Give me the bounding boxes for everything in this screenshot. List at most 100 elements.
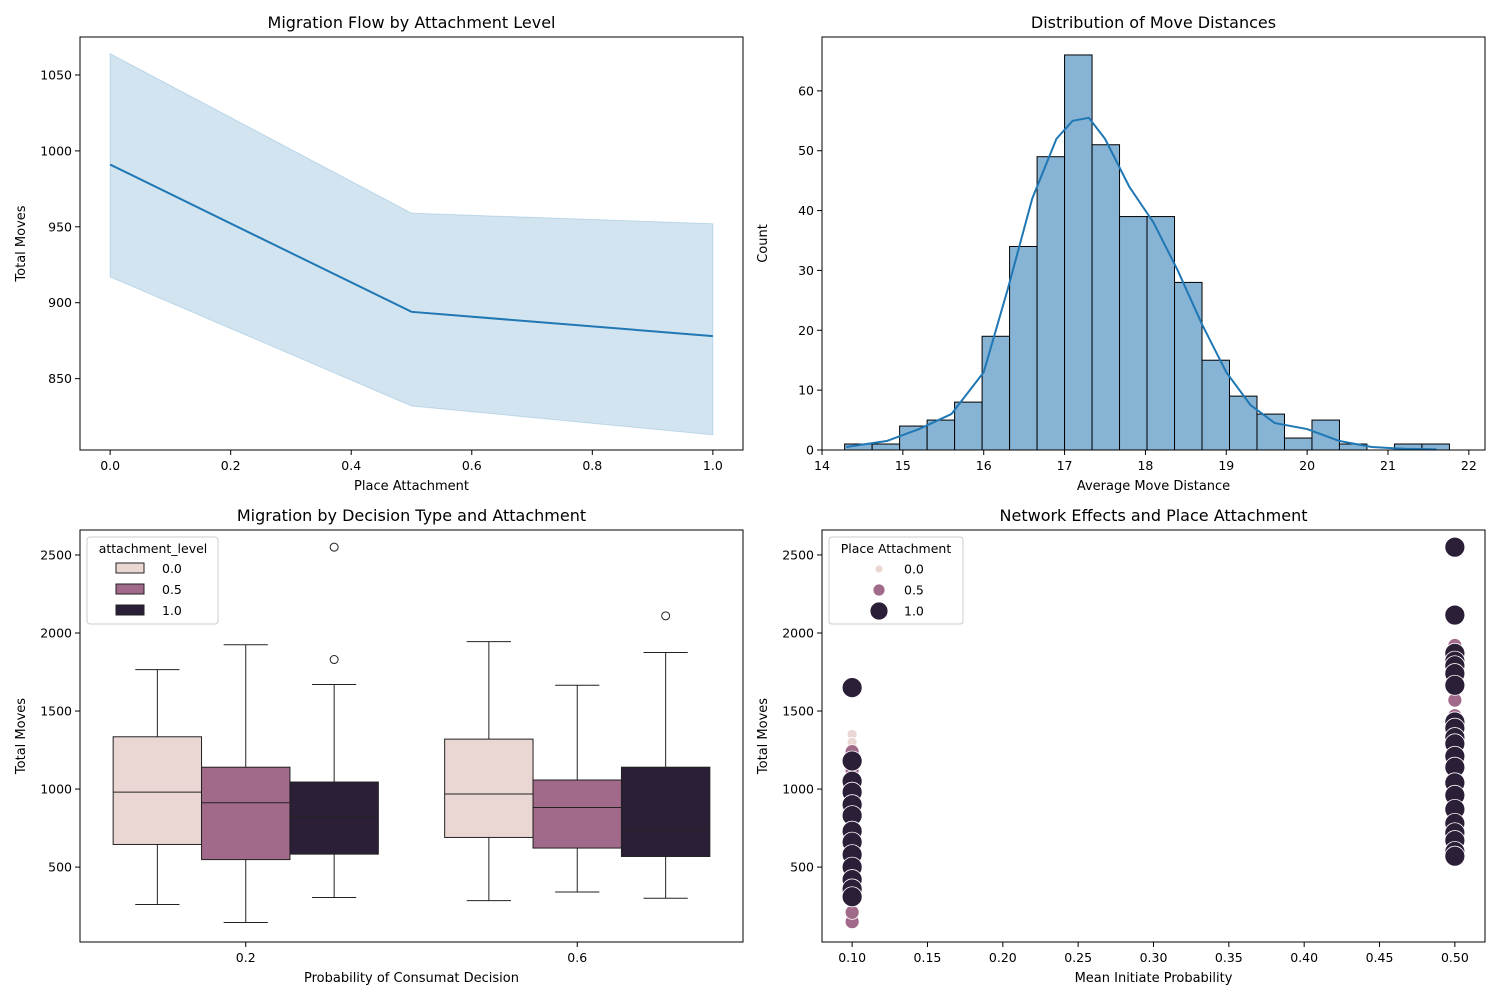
box [112,736,203,845]
x-tick-label: 0.40 [1290,950,1318,965]
legend-title: Place Attachment [841,541,952,556]
histogram-bar [926,419,956,451]
y-tick-label: 2500 [40,547,72,562]
histogram-panel: Distribution of Move Distances Average Mo… [756,13,1486,494]
x-tick-label: 0.0 [100,458,120,473]
y-tick-label: 950 [48,219,72,234]
boxplot-panel: Migration by Decision Type and Attachmen… [14,506,744,986]
x-tick-label: 0.4 [341,458,361,473]
x-tick-label: 0.2 [236,950,256,965]
box [201,766,291,861]
box [289,781,379,855]
scatter-point [841,677,863,699]
line-chart-panel: Migration Flow by Attachment Level Place … [14,13,744,494]
y-axis-label: Total Moves [14,205,29,282]
x-tick-label: 0.30 [1140,950,1168,965]
histogram-bar [871,443,901,451]
chart-title: Migration Flow by Attachment Level [268,13,556,32]
x-tick-label: 14 [814,458,830,473]
histogram-bar [1119,216,1148,451]
x-axis-label: Mean Initiate Probability [1075,971,1233,986]
chart-title: Migration by Decision Type and Attachmen… [237,506,586,525]
x-axis-label: Average Move Distance [1077,479,1230,494]
histogram-bar [1091,144,1121,451]
histogram-bar [1009,245,1038,451]
scatter-point [841,886,863,908]
legend-label: 1.0 [904,604,924,619]
legend-marker [874,564,884,574]
y-tick-label: 2000 [40,626,72,641]
legend-label: 0.5 [162,582,182,597]
y-tick-label: 2500 [782,547,814,562]
outlier-point [661,611,671,621]
legend-label: 1.0 [162,603,182,618]
y-tick-label: 900 [48,295,72,310]
y-tick-label: 40 [798,203,814,218]
y-tick-label: 1050 [40,67,72,82]
y-axis-label: Total Moves [14,698,29,775]
histogram-bar [1174,281,1203,451]
histogram-bar [1146,216,1176,451]
x-tick-label: 20 [1299,458,1315,473]
x-tick-label: 0.25 [1064,950,1092,965]
x-tick-label: 0.50 [1441,950,1469,965]
y-axis-label: Total Moves [756,698,771,775]
x-tick-label: 16 [976,458,992,473]
x-tick-label: 21 [1380,458,1396,473]
x-tick-label: 18 [1137,458,1153,473]
outlier-point [329,542,339,552]
y-tick-label: 1500 [40,704,72,719]
scatter-panel: Network Effects and Place Attachment Mean… [756,506,1486,986]
legend-box [86,536,219,625]
histogram-bar [1036,156,1066,451]
y-tick-label: 60 [798,83,814,98]
x-axis-label: Place Attachment [354,479,469,494]
chart-title: Network Effects and Place Attachment [1000,506,1308,525]
series-line [109,163,713,338]
legend-marker [869,601,889,621]
scatter-point [1444,604,1466,626]
y-tick-label: 1000 [40,782,72,797]
x-tick-label: 0.45 [1366,950,1394,965]
scatter-point [1444,536,1466,558]
x-tick-label: 0.15 [914,950,942,965]
box [620,766,711,857]
legend-box [828,536,964,625]
outlier-point [329,655,339,665]
histogram-bar [1201,359,1231,451]
chart-title: Distribution of Move Distances [1031,13,1276,32]
x-tick-label: 0.35 [1215,950,1243,965]
x-tick-label: 0.6 [462,458,482,473]
x-tick-label: 0.10 [838,950,866,965]
y-tick-label: 30 [798,263,814,278]
y-tick-label: 500 [790,860,814,875]
x-tick-label: 15 [895,458,911,473]
x-tick-label: 0.2 [221,458,241,473]
legend-swatch [115,583,145,595]
legend-label: 0.5 [904,583,924,598]
histogram-bar [981,335,1011,451]
x-axis-label: Probability of Consumat Decision [304,971,519,986]
y-tick-label: 850 [48,371,72,386]
x-tick-label: 0.20 [989,950,1017,965]
histogram-bar [1283,437,1313,451]
scatter-point [1444,674,1466,696]
y-tick-label: 20 [798,323,814,338]
legend-swatch [115,604,145,616]
y-tick-label: 10 [798,383,814,398]
y-tick-label: 0 [806,443,814,458]
box [532,779,622,849]
histogram-bar [1064,54,1093,451]
legend-label: 0.0 [904,562,924,577]
histogram-bar [1229,395,1258,451]
y-tick-label: 1000 [782,782,814,797]
scatter-point [841,750,863,772]
x-tick-label: 17 [1057,458,1073,473]
y-tick-label: 2000 [782,626,814,641]
scatter-point [1444,845,1466,867]
legend-swatch [115,562,145,574]
axes-frame [821,36,1486,451]
x-tick-label: 1.0 [703,458,723,473]
y-axis-label: Count [756,224,771,263]
